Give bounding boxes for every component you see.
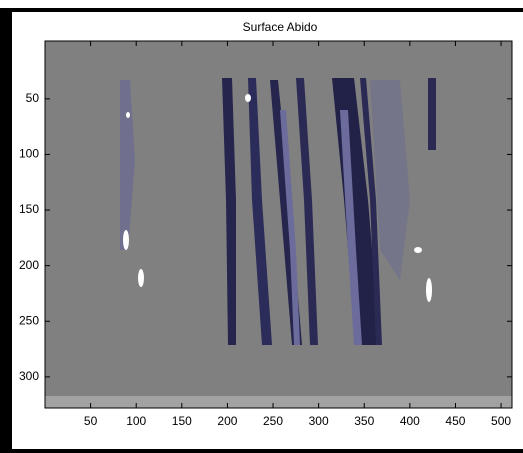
x-tick-label: 150	[172, 414, 192, 428]
y-tick-label: 300	[19, 369, 39, 383]
white-spot	[126, 112, 130, 118]
white-spot	[245, 94, 251, 102]
x-tick-label: 500	[491, 414, 511, 428]
chart-title: Surface Abido	[243, 20, 318, 34]
x-tick-label: 50	[84, 414, 98, 428]
blue-patch	[370, 80, 410, 280]
blue-stripe	[340, 110, 362, 345]
dark-stripe	[360, 78, 382, 345]
x-tick-label: 300	[309, 414, 329, 428]
x-tick-label: 450	[445, 414, 465, 428]
x-tick-label: 100	[126, 414, 146, 428]
axes	[44, 40, 513, 409]
y-tick-label: 100	[19, 147, 39, 161]
axes-box	[44, 40, 513, 409]
white-spot	[426, 278, 432, 302]
y-tick-label: 250	[19, 313, 39, 327]
white-spot	[138, 269, 144, 287]
x-tick-label: 200	[217, 414, 237, 428]
y-tick-label: 150	[19, 202, 39, 216]
white-spot	[123, 230, 129, 250]
window-frame-left	[0, 8, 12, 453]
window-frame-top	[0, 8, 523, 12]
dark-stripe	[222, 78, 236, 345]
image-content	[120, 78, 436, 345]
white-spot	[414, 247, 422, 253]
x-tick-label: 350	[354, 414, 374, 428]
y-tick-label: 200	[19, 258, 39, 272]
dark-stripe	[296, 78, 318, 345]
blue-patch	[120, 80, 135, 250]
image-bottom-band	[45, 396, 512, 408]
dark-stripe	[248, 78, 272, 345]
x-tick-label: 400	[400, 414, 420, 428]
y-tick-label: 50	[26, 91, 40, 105]
blue-stripe	[280, 110, 300, 345]
window-frame-bottom	[0, 449, 523, 453]
dark-stripe	[428, 78, 436, 150]
x-tick-label: 250	[263, 414, 283, 428]
